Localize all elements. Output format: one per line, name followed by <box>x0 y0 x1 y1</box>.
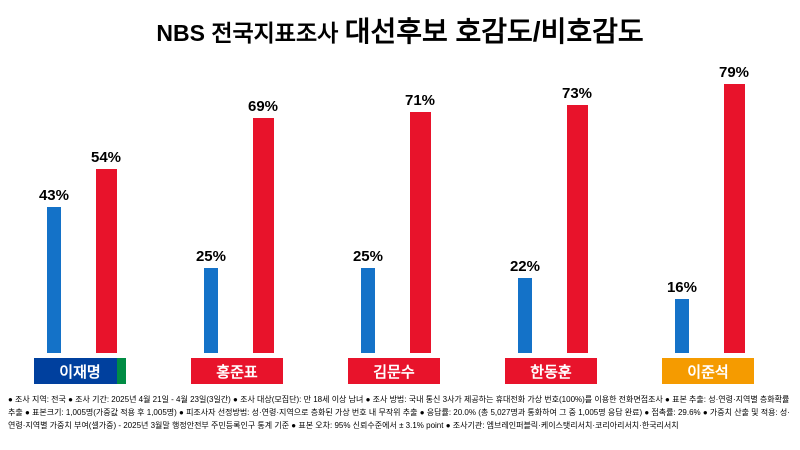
candidate-nameplate: 이재명 <box>34 358 126 384</box>
value-label: 54% <box>91 149 122 166</box>
bar-column: 73% <box>562 85 592 353</box>
value-label: 71% <box>405 92 436 109</box>
unfavorable-bar <box>566 105 588 353</box>
candidate-group: 25% 71% 김문수 <box>348 92 440 384</box>
bar-pair: 22% 73% <box>510 85 592 353</box>
candidate-name: 이재명 <box>59 363 101 381</box>
favorable-bar <box>46 207 61 353</box>
candidate-name: 김문수 <box>373 363 415 381</box>
bar-column: 69% <box>248 98 278 353</box>
page-title: NBS 전국지표조사 대선후보 호감도/비호감도 <box>0 0 800 50</box>
bar-column: 79% <box>719 64 749 353</box>
bar-pair: 25% 69% <box>196 98 278 353</box>
bar-column: 71% <box>405 92 435 353</box>
value-label: 73% <box>562 85 593 102</box>
favorable-bar <box>517 278 532 353</box>
candidate-name: 한동훈 <box>530 363 572 381</box>
candidate-group: 25% 69% 홍준표 <box>191 98 283 384</box>
candidate-nameplate: 한동훈 <box>505 358 597 384</box>
unfavorable-bar <box>723 84 745 353</box>
bar-pair: 25% 71% <box>353 92 435 353</box>
favorable-bar <box>203 268 218 353</box>
candidate-nameplate: 홍준표 <box>191 358 283 384</box>
bar-column: 43% <box>39 187 69 353</box>
title-main: 대선후보 호감도/비호감도 <box>344 16 644 47</box>
value-label: 25% <box>195 248 226 265</box>
favorability-bar-chart: 43% 54% 이재명 25% 69% 홍준표 25% 71% 김문수 22% 73% 한동훈 16% 7… <box>0 54 800 384</box>
bar-pair: 16% 79% <box>667 64 749 353</box>
candidate-nameplate: 김문수 <box>348 358 440 384</box>
bar-column: 25% <box>196 248 226 353</box>
value-label: 16% <box>666 279 697 296</box>
party-accent-strip <box>117 358 126 384</box>
unfavorable-bar <box>409 112 431 353</box>
value-label: 25% <box>352 248 383 265</box>
unfavorable-bar <box>252 118 274 353</box>
value-label: 43% <box>38 187 69 204</box>
bar-column: 16% <box>667 279 697 353</box>
candidate-group: 43% 54% 이재명 <box>34 149 126 384</box>
unfavorable-bar <box>95 169 117 353</box>
candidate-group: 16% 79% 이준석 <box>662 64 754 384</box>
bar-column: 22% <box>510 258 540 353</box>
favorable-bar <box>360 268 375 353</box>
candidate-nameplate: 이준석 <box>662 358 754 384</box>
methodology-note: ● 조사 지역: 전국 ● 조사 기간: 2025년 4월 21일 - 4월 2… <box>8 395 790 430</box>
candidate-name: 홍준표 <box>216 363 258 381</box>
bar-pair: 43% 54% <box>39 149 121 353</box>
value-label: 79% <box>719 64 750 81</box>
title-prefix: NBS 전국지표조사 <box>156 20 345 46</box>
value-label: 69% <box>248 98 279 115</box>
candidate-name: 이준석 <box>687 363 729 381</box>
value-label: 22% <box>509 258 540 275</box>
bar-column: 25% <box>353 248 383 353</box>
candidate-group: 22% 73% 한동훈 <box>505 85 597 384</box>
bar-column: 54% <box>91 149 121 353</box>
favorable-bar <box>674 299 689 353</box>
